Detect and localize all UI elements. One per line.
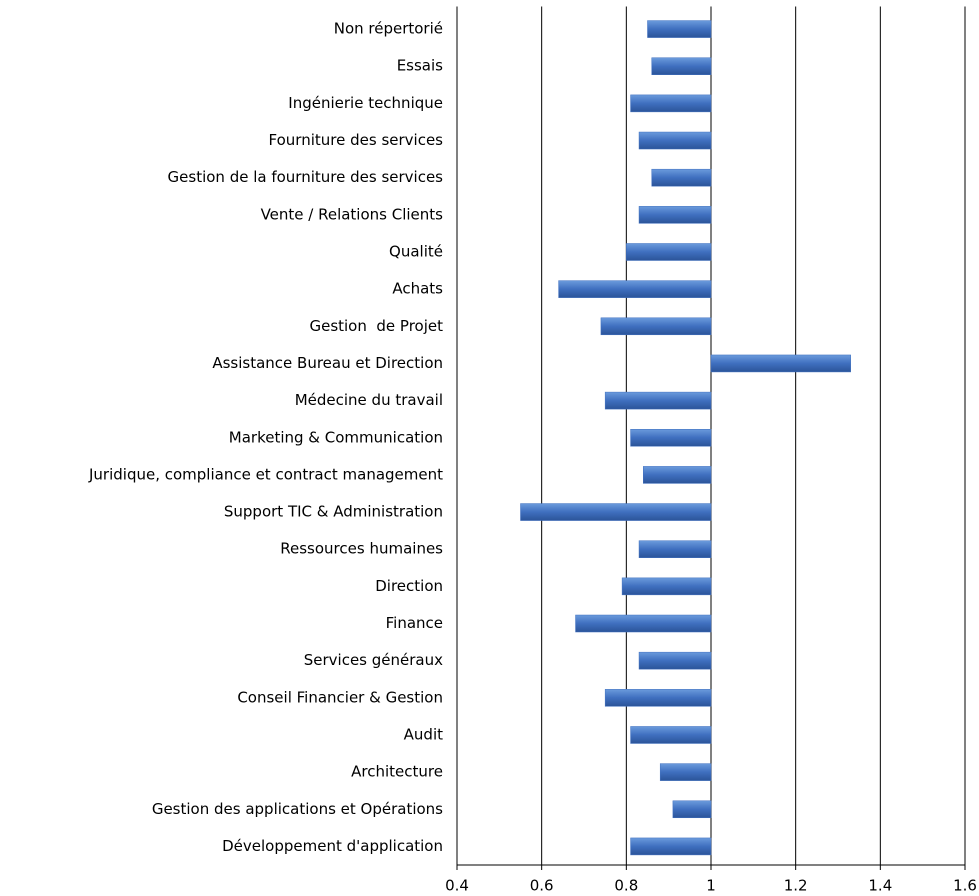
bar (647, 20, 712, 38)
bar (626, 243, 712, 261)
bar (638, 540, 712, 558)
y-tick-label: Ingénierie technique (288, 94, 443, 112)
bar (638, 206, 712, 224)
y-tick-label: Gestion des applications et Opérations (152, 800, 443, 818)
y-tick-label: Conseil Financier & Gestion (237, 688, 443, 706)
y-tick-label: Gestion de Projet (309, 317, 443, 335)
bar (659, 763, 712, 781)
y-tick-label: Services généraux (304, 651, 443, 669)
y-tick-label: Développement d'application (222, 837, 443, 855)
y-tick-label: Direction (375, 577, 443, 595)
bar (651, 57, 712, 75)
bar (558, 280, 712, 298)
y-tick-label: Non répertorié (334, 20, 443, 38)
bar (621, 577, 712, 596)
bar (604, 689, 712, 707)
y-tick-label: Juridique, compliance et contract manage… (88, 465, 443, 483)
bar (710, 354, 851, 373)
bar (520, 503, 712, 521)
x-tick-label: 0.8 (614, 877, 638, 895)
y-tick-label: Audit (404, 725, 443, 743)
bar (604, 391, 712, 410)
y-tick-label: Vente / Relations Clients (261, 205, 444, 223)
bar (651, 168, 712, 187)
bar (630, 837, 712, 856)
y-tick-label: Qualité (389, 242, 443, 260)
y-tick-label: Finance (386, 614, 443, 632)
bar (638, 131, 712, 150)
bar (630, 94, 712, 113)
y-tick-label: Fourniture des services (269, 131, 444, 149)
x-tick-label: 1.2 (784, 877, 808, 895)
y-tick-label: Marketing & Communication (229, 428, 443, 446)
y-tick-label: Achats (392, 280, 443, 298)
bar (600, 317, 712, 336)
y-tick-label: Support TIC & Administration (224, 503, 443, 521)
bar (630, 429, 712, 447)
x-tick-label: 1.4 (868, 877, 892, 895)
bar (630, 726, 712, 744)
x-tick-label: 0.4 (445, 877, 469, 895)
x-tick-label: 1 (706, 877, 716, 895)
y-tick-label: Assistance Bureau et Direction (212, 354, 443, 372)
bar (643, 466, 712, 484)
bar (672, 800, 712, 819)
y-tick-label: Architecture (351, 763, 443, 781)
y-tick-label: Gestion de la fourniture des services (168, 168, 444, 186)
y-tick-label: Médecine du travail (295, 391, 443, 409)
x-tick-label: 0.6 (530, 877, 554, 895)
bar (638, 651, 712, 670)
y-tick-label: Essais (397, 57, 443, 75)
y-tick-label: Ressources humaines (280, 540, 443, 558)
bar (575, 614, 712, 633)
x-tick-label: 1.6 (953, 877, 977, 895)
